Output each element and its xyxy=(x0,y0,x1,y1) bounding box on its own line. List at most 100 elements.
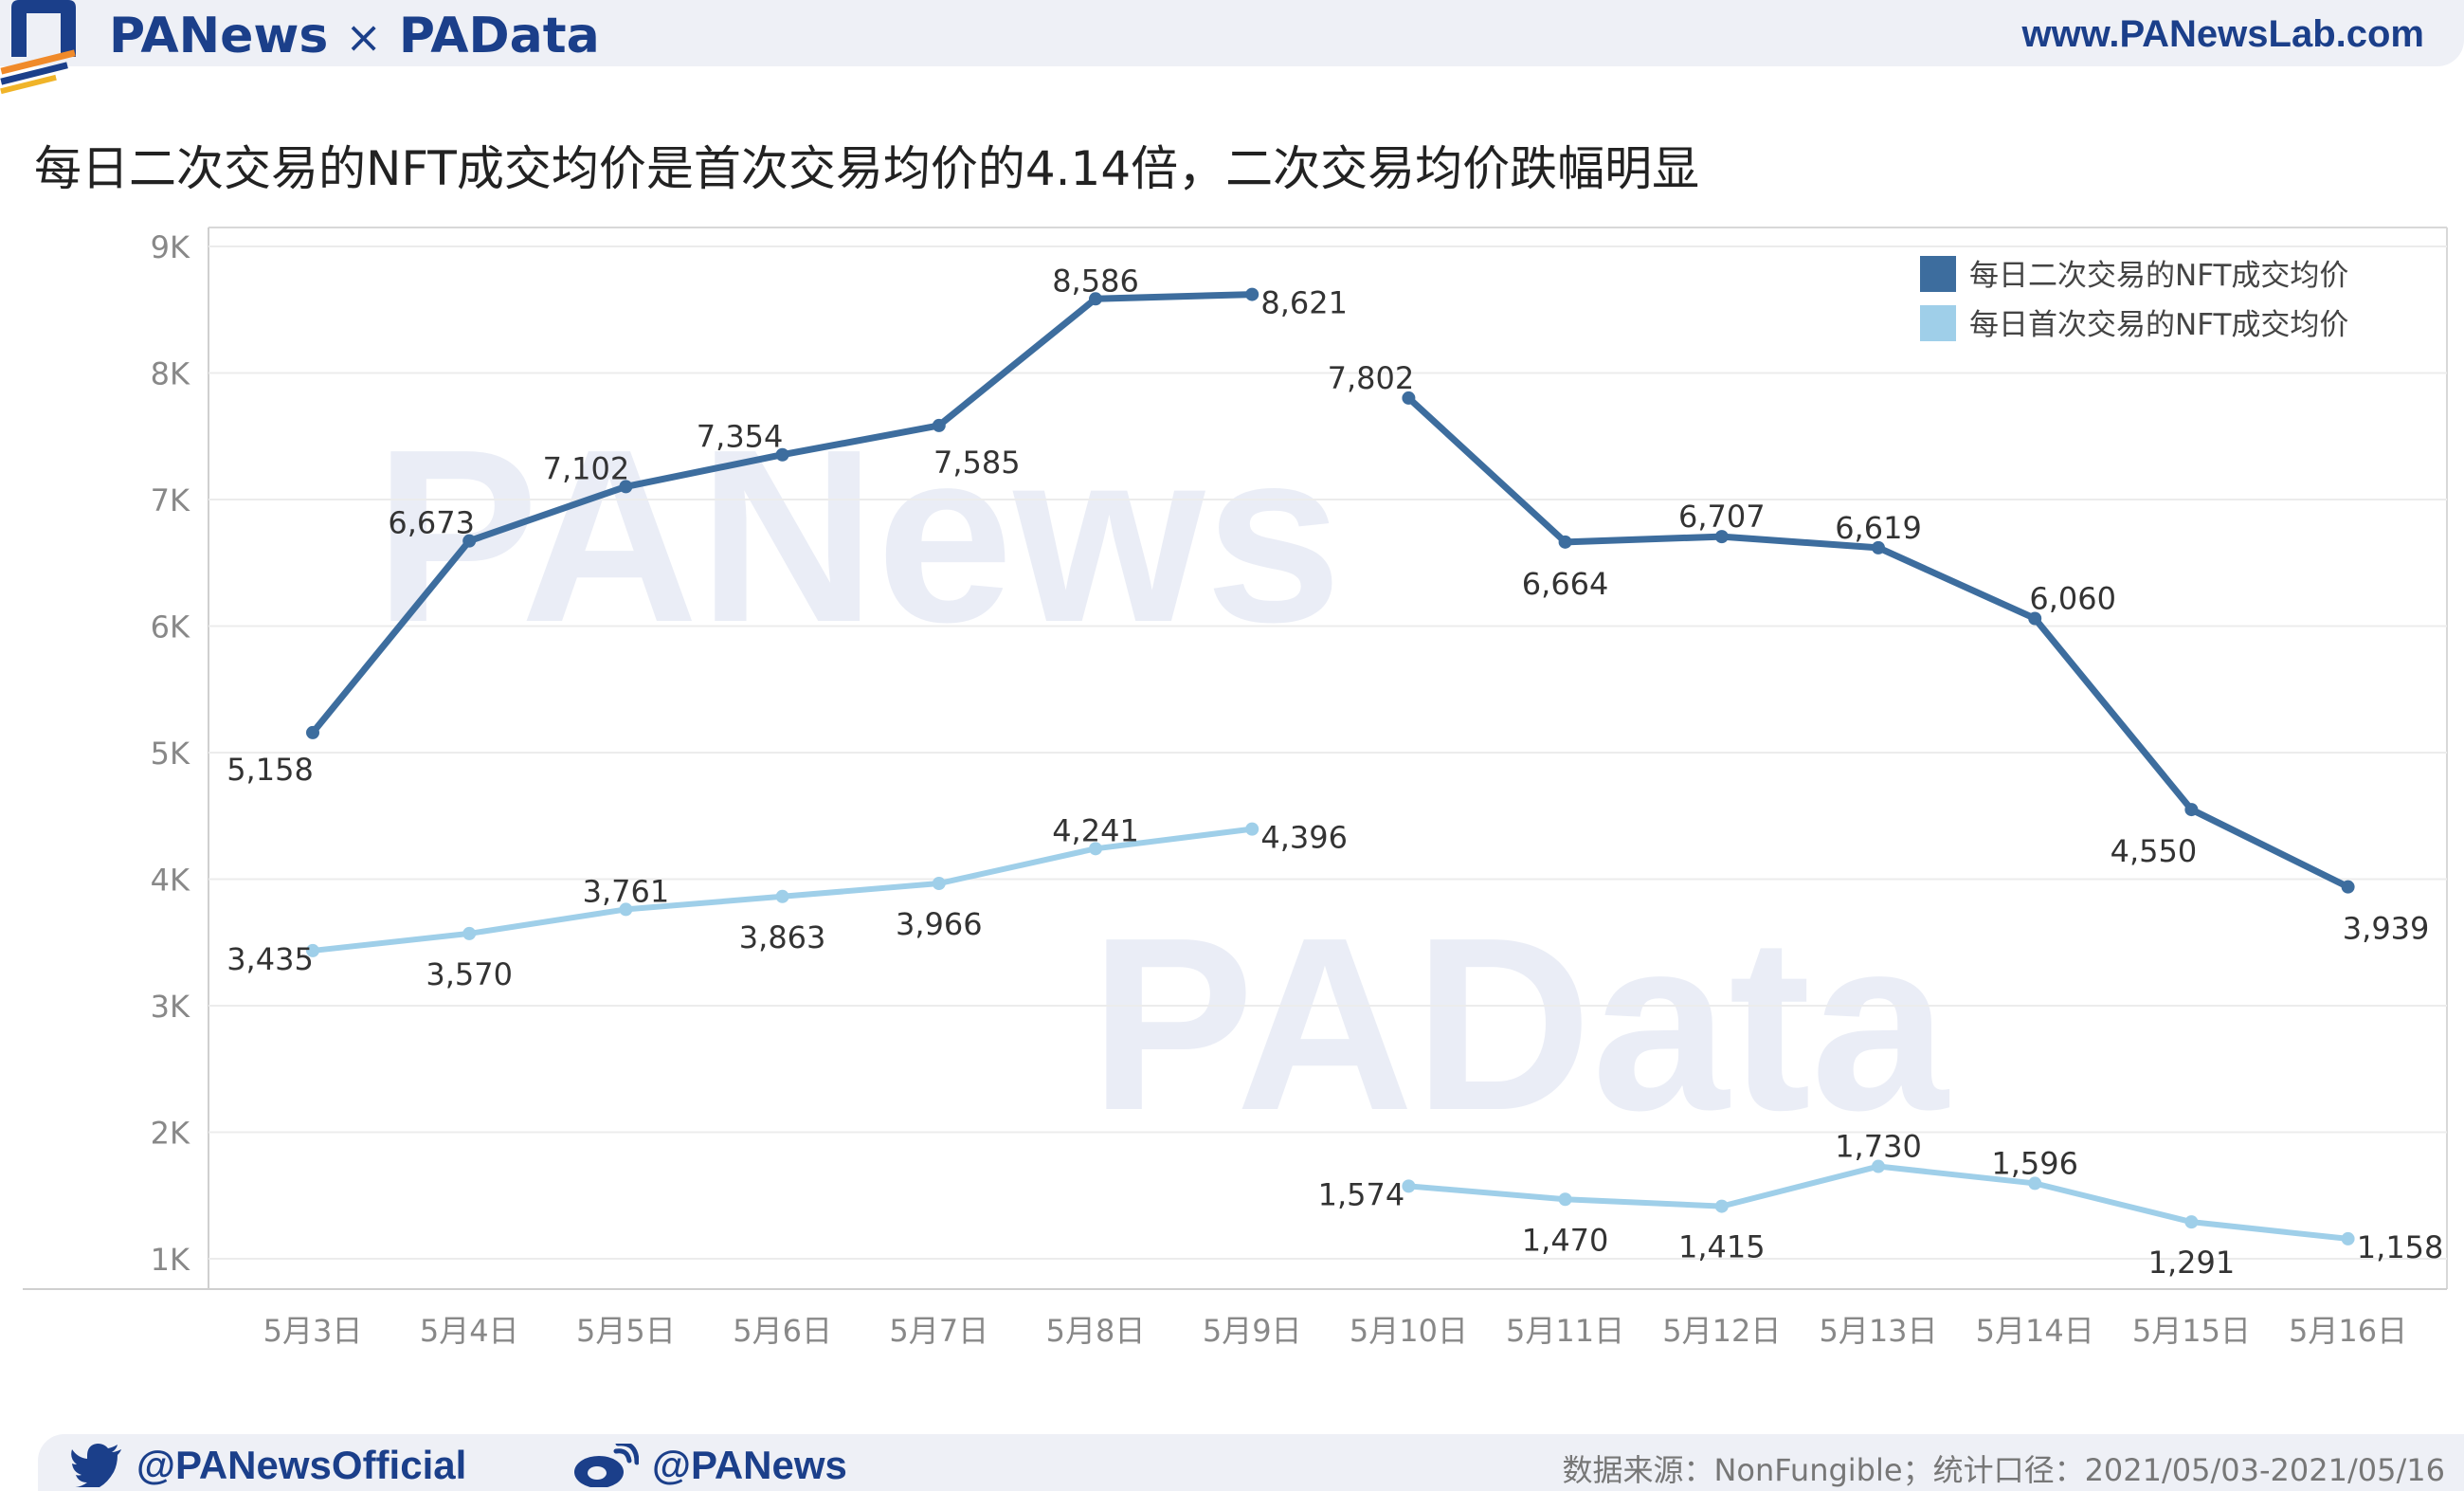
x-tick-label: 5月8日 xyxy=(1046,1313,1146,1349)
data-label: 1,158 xyxy=(2357,1229,2444,1265)
x-tick-label: 5月5日 xyxy=(576,1313,676,1349)
data-label: 1,596 xyxy=(1991,1145,2078,1181)
data-point xyxy=(2341,880,2355,894)
data-point xyxy=(619,902,633,917)
weibo-handle[interactable]: @PANews xyxy=(572,1443,847,1488)
data-label: 3,939 xyxy=(2343,911,2430,947)
data-label: 4,241 xyxy=(1052,812,1139,848)
data-label: 5,158 xyxy=(226,752,314,788)
x-tick-label: 5月13日 xyxy=(1819,1313,1937,1349)
data-label: 3,570 xyxy=(426,956,513,992)
data-point xyxy=(932,877,946,891)
data-label: 3,863 xyxy=(739,919,826,955)
data-label: 6,060 xyxy=(2029,580,2116,616)
data-label: 7,354 xyxy=(697,419,784,455)
x-tick-label: 5月14日 xyxy=(1976,1313,2094,1349)
y-tick-label: 8K xyxy=(151,356,190,392)
legend-label: 每日首次交易的NFT成交均价 xyxy=(1969,308,2348,342)
chart-title: 每日二次交易的NFT成交均价是首次交易均价的4.14倍，二次交易均价跌幅明显 xyxy=(34,141,1700,196)
data-point xyxy=(462,926,477,940)
data-point xyxy=(462,534,477,548)
x-tick-label: 5月3日 xyxy=(263,1313,363,1349)
data-label: 3,966 xyxy=(896,906,983,942)
y-tick-label: 4K xyxy=(151,863,190,899)
twitter-handle-text: @PANewsOfficial xyxy=(136,1443,467,1487)
data-point xyxy=(1558,535,1572,549)
brand-panews: PANews xyxy=(109,8,329,64)
x-tick-label: 5月6日 xyxy=(733,1313,832,1349)
legend-swatch xyxy=(1920,256,1956,292)
x-tick-label: 5月10日 xyxy=(1350,1313,1468,1349)
data-label: 1,574 xyxy=(1318,1176,1405,1212)
data-label: 1,470 xyxy=(1522,1222,1609,1258)
data-point xyxy=(1245,287,1259,301)
data-point xyxy=(1089,292,1102,306)
data-label: 1,415 xyxy=(1678,1229,1766,1265)
y-tick-label: 5K xyxy=(151,736,190,772)
y-tick-label: 1K xyxy=(151,1242,190,1278)
data-point xyxy=(1558,1192,1572,1207)
y-tick-label: 7K xyxy=(151,482,190,518)
data-label: 7,585 xyxy=(933,445,1021,481)
y-tick-label: 6K xyxy=(151,609,190,645)
data-point xyxy=(1714,530,1729,544)
data-point xyxy=(2341,1231,2355,1246)
line-chart: PANews PAData 1K 2K 3K 4K 5K 6K 7K 8K 9K 5月3日 5月4日 5月… xyxy=(23,227,2448,1349)
watermark-panews: PANews xyxy=(374,399,1342,674)
twitter-icon xyxy=(70,1444,121,1487)
data-source: 数据来源：NonFungible；统计口径：2021/05/03-2021/05… xyxy=(1562,1452,2445,1488)
panews-logo-icon xyxy=(0,0,76,95)
data-point xyxy=(1089,842,1102,856)
x-tick-label: 5月12日 xyxy=(1662,1313,1781,1349)
data-point xyxy=(2184,1215,2199,1229)
data-label: 4,396 xyxy=(1260,820,1348,856)
data-point xyxy=(1402,391,1416,405)
data-label: 7,802 xyxy=(1328,360,1415,396)
data-label: 6,664 xyxy=(1522,566,1609,602)
data-point xyxy=(619,480,633,494)
data-label: 8,621 xyxy=(1260,285,1348,321)
data-point xyxy=(2184,803,2199,817)
data-point xyxy=(1402,1179,1416,1193)
x-tick-label: 5月9日 xyxy=(1203,1313,1302,1349)
data-label: 6,619 xyxy=(1835,510,1922,546)
data-point xyxy=(1872,540,1885,555)
data-point xyxy=(2028,611,2042,626)
data-point xyxy=(1872,1159,1885,1173)
brand-padata: PAData xyxy=(398,8,600,64)
site-url[interactable]: www.PANewsLab.com xyxy=(2021,13,2424,55)
data-point xyxy=(306,725,319,739)
data-label: 3,435 xyxy=(226,941,314,977)
x-tick-label: 5月11日 xyxy=(1506,1313,1624,1349)
twitter-handle[interactable]: @PANewsOfficial xyxy=(70,1443,466,1488)
series-line-1 xyxy=(1404,394,2352,891)
data-label: 7,102 xyxy=(543,450,630,486)
y-tick-label: 2K xyxy=(151,1116,190,1152)
data-label: 8,586 xyxy=(1052,263,1139,299)
data-point xyxy=(932,418,946,432)
watermark-padata: PAData xyxy=(1090,887,1949,1162)
legend-label: 每日二次交易的NFT成交均价 xyxy=(1969,259,2348,293)
y-tick-label: 3K xyxy=(151,989,190,1025)
data-label: 4,550 xyxy=(2111,833,2198,869)
data-point xyxy=(1245,822,1259,836)
x-tick-label: 5月16日 xyxy=(2289,1313,2407,1349)
x-tick-label: 5月7日 xyxy=(889,1313,988,1349)
data-label: 6,673 xyxy=(388,505,475,541)
data-label: 3,761 xyxy=(583,873,670,909)
data-point xyxy=(775,889,789,903)
y-tick-label: 9K xyxy=(151,229,190,265)
data-point xyxy=(1714,1199,1729,1213)
data-point xyxy=(306,943,319,957)
brand-title: PANews × PAData xyxy=(109,8,600,64)
data-label: 6,707 xyxy=(1678,499,1766,535)
data-label: 1,291 xyxy=(2148,1245,2236,1281)
brand-times: × xyxy=(345,11,382,63)
legend-swatch xyxy=(1920,305,1956,341)
x-tick-label: 5月4日 xyxy=(420,1313,519,1349)
data-label: 1,730 xyxy=(1835,1129,1922,1165)
weibo-icon xyxy=(574,1444,639,1487)
data-point xyxy=(2028,1176,2042,1191)
x-tick-label: 5月15日 xyxy=(2132,1313,2251,1349)
header-bar xyxy=(0,0,2464,66)
